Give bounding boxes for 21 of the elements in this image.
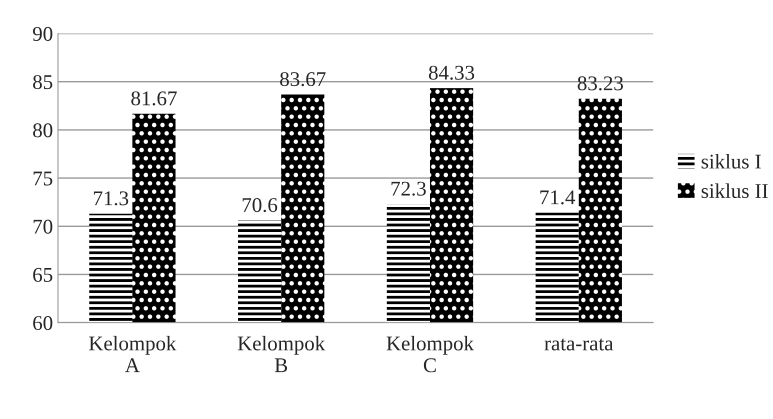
data-label: 83.23 — [578, 76, 623, 90]
y-tick-label: 85 — [33, 75, 52, 90]
x-tick-label: Kelompok A — [89, 336, 176, 372]
x-tick-label: Kelompok B — [238, 336, 326, 372]
y-tick-label: 65 — [33, 268, 52, 282]
y-tick-label: 75 — [34, 172, 52, 186]
data-label: 71.4 — [540, 190, 576, 204]
data-label: 83.67 — [280, 72, 326, 86]
y-tick-label: 80 — [33, 123, 52, 138]
y-tick-label: 90 — [32, 26, 52, 41]
legend-label: siklus II — [702, 183, 768, 198]
data-label: 72.3 — [392, 182, 426, 196]
x-tick-label: rata-rata — [544, 338, 614, 350]
data-label: 84.33 — [428, 66, 474, 80]
x-tick-label: Kelompok C — [386, 336, 474, 372]
y-tick-label: 70 — [34, 220, 52, 234]
y-tick-label: 60 — [33, 316, 52, 330]
data-label: 70.6 — [242, 198, 278, 212]
data-label: 81.67 — [131, 91, 177, 106]
legend-label: siklus I — [702, 154, 761, 169]
data-label: 71.3 — [94, 191, 128, 206]
